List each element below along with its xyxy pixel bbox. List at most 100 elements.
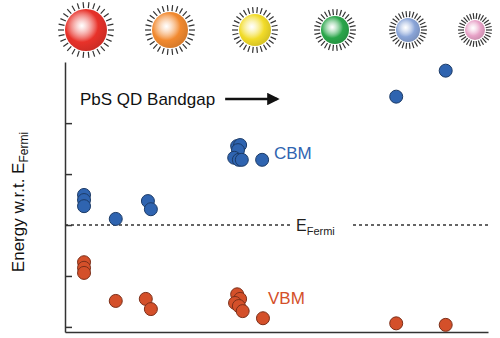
ligand bbox=[272, 25, 278, 26]
ligand bbox=[272, 29, 278, 30]
ligand bbox=[256, 7, 258, 13]
point bbox=[390, 90, 403, 103]
ligand bbox=[415, 14, 418, 19]
ligand bbox=[350, 29, 356, 30]
ligand bbox=[176, 48, 178, 54]
ligand bbox=[101, 46, 105, 50]
ligand bbox=[325, 43, 328, 48]
ligand bbox=[393, 38, 398, 42]
ligand bbox=[347, 39, 352, 43]
ligand bbox=[350, 33, 356, 34]
point bbox=[390, 317, 403, 330]
point bbox=[144, 203, 157, 216]
ligand bbox=[473, 41, 475, 47]
ligand bbox=[256, 47, 258, 53]
ligand bbox=[389, 29, 395, 30]
ligand bbox=[421, 29, 427, 30]
ligand bbox=[461, 20, 466, 24]
ligand bbox=[269, 40, 274, 44]
ligand bbox=[464, 17, 468, 21]
ligand bbox=[77, 3, 79, 9]
ligand bbox=[476, 13, 478, 19]
quantum-dot bbox=[232, 7, 278, 53]
ligand bbox=[187, 38, 192, 40]
quantum-dot bbox=[389, 11, 427, 49]
ligand bbox=[150, 15, 155, 19]
ligand bbox=[345, 14, 349, 18]
ligand bbox=[180, 8, 183, 13]
ligand bbox=[236, 16, 241, 20]
y-tick bbox=[65, 276, 72, 277]
ligand bbox=[345, 41, 349, 45]
ligand bbox=[88, 2, 90, 8]
dot-core bbox=[65, 9, 107, 51]
point bbox=[235, 153, 248, 166]
ligand bbox=[399, 41, 402, 46]
ligand bbox=[325, 12, 328, 17]
ligand bbox=[399, 14, 402, 19]
ligand bbox=[405, 11, 407, 17]
ligand bbox=[412, 12, 414, 18]
ligand bbox=[93, 51, 95, 57]
ligand bbox=[419, 38, 424, 42]
ligand bbox=[82, 52, 84, 58]
point bbox=[439, 64, 452, 77]
ligand bbox=[183, 44, 187, 48]
ligand bbox=[329, 10, 331, 16]
ligand bbox=[248, 8, 250, 14]
ligand bbox=[240, 43, 244, 47]
ligand bbox=[350, 26, 356, 27]
ligand bbox=[189, 34, 195, 35]
ligand bbox=[419, 19, 424, 23]
series-label: VBM bbox=[268, 289, 305, 308]
ligand bbox=[97, 49, 100, 54]
reference-label-main: E bbox=[296, 217, 307, 234]
ligand bbox=[153, 11, 157, 15]
ligand bbox=[332, 45, 334, 51]
ligand bbox=[314, 26, 320, 27]
y-axis-title: Energy w.r.t. EFermi bbox=[9, 132, 31, 272]
ligand bbox=[478, 14, 480, 20]
ligand bbox=[183, 11, 187, 15]
y-axis-title-subscript: Fermi bbox=[17, 132, 31, 163]
ligand bbox=[391, 22, 396, 24]
ligand bbox=[272, 34, 278, 35]
ligand bbox=[420, 35, 425, 37]
ligand bbox=[484, 36, 489, 40]
ligand bbox=[485, 23, 490, 25]
ligand bbox=[236, 40, 241, 44]
ligand bbox=[60, 39, 65, 41]
ligand bbox=[482, 38, 486, 42]
ligand bbox=[106, 39, 111, 41]
reference-label: EFermi bbox=[296, 217, 335, 237]
ligand bbox=[260, 46, 262, 52]
ligand bbox=[417, 40, 421, 44]
ligand bbox=[176, 6, 178, 12]
ligand bbox=[421, 33, 427, 34]
y-tick-mark bbox=[65, 327, 72, 329]
ligand bbox=[93, 3, 95, 9]
ligand bbox=[476, 41, 478, 47]
ligand bbox=[185, 15, 190, 19]
ligand bbox=[391, 35, 396, 37]
ligand bbox=[171, 49, 173, 55]
ligand bbox=[97, 6, 100, 11]
ligand bbox=[146, 25, 152, 26]
y-axis-title-main: Energy w.r.t. E bbox=[9, 163, 28, 273]
ligand bbox=[402, 12, 404, 18]
ligand bbox=[321, 14, 325, 18]
ligand bbox=[108, 24, 114, 25]
ligand bbox=[336, 9, 338, 15]
dot-core bbox=[321, 16, 349, 44]
ligand bbox=[232, 29, 238, 30]
ligand bbox=[162, 48, 164, 54]
y-tick bbox=[65, 225, 72, 226]
ligand bbox=[153, 44, 157, 48]
ligand bbox=[266, 13, 270, 17]
point bbox=[256, 153, 269, 166]
point bbox=[78, 266, 91, 279]
ligand bbox=[336, 45, 338, 51]
ligand bbox=[108, 29, 114, 30]
ligand bbox=[72, 49, 75, 54]
ligand bbox=[318, 39, 323, 43]
